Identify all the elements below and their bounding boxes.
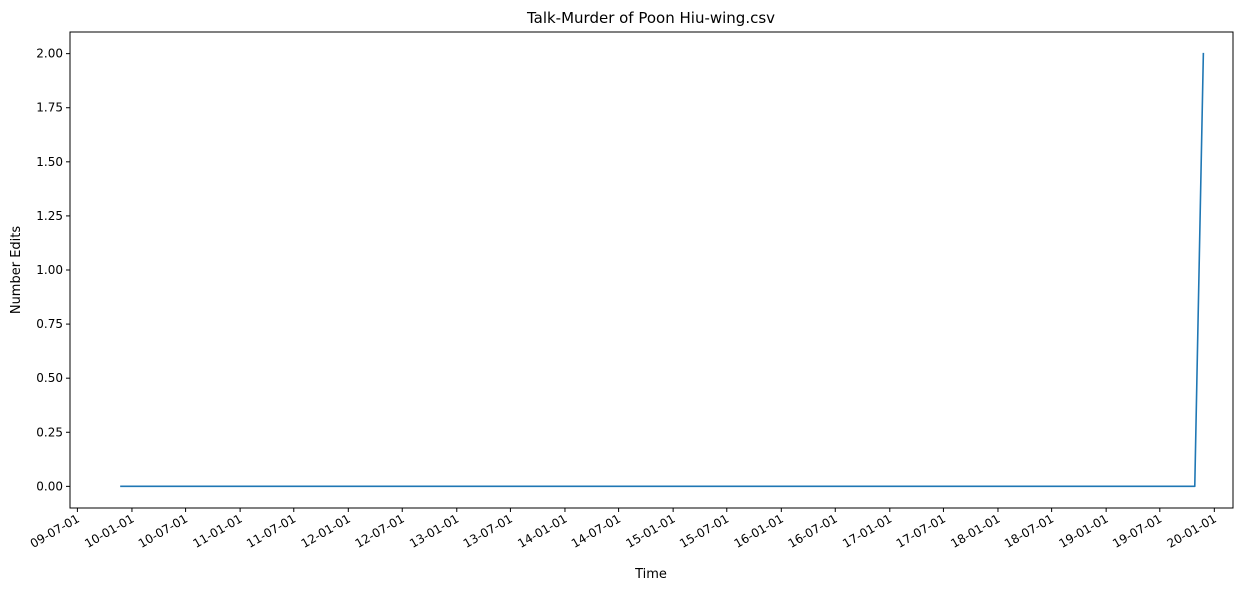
x-axis-label: Time: [634, 567, 667, 582]
y-tick-label: 0.50: [36, 371, 63, 385]
y-tick-label: 1.25: [36, 209, 63, 223]
y-tick-label: 1.75: [36, 101, 63, 115]
y-tick-label: 0.75: [36, 317, 63, 331]
series-layer: [120, 52, 1205, 488]
chart-title: Talk-Murder of Poon Hiu-wing.csv: [526, 9, 775, 27]
y-tick-label: 1.50: [36, 155, 63, 169]
series-line: [120, 52, 1205, 488]
y-tick-label: 1.00: [36, 263, 63, 277]
y-tick-label: 0.00: [36, 479, 63, 493]
y-tick-label: 2.00: [36, 47, 63, 61]
y-tick-label: 0.25: [36, 425, 63, 439]
y-axis-label: Number Edits: [9, 226, 24, 315]
y-axis: 0.00 0.25 0.50 0.75 1.00 1.25 1.50 1.75 2.00: [36, 47, 70, 493]
